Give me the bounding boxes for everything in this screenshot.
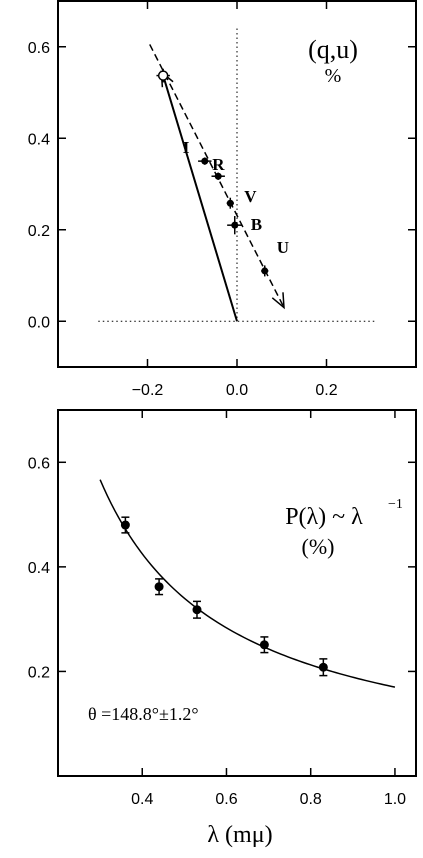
y-tick-label: 0.0 bbox=[28, 314, 50, 331]
band-label-u: U bbox=[277, 238, 289, 257]
qu-annotation-line1: (q,u) bbox=[308, 35, 358, 64]
band-point-u bbox=[261, 267, 269, 275]
x-axis-label: λ (mμ) bbox=[207, 822, 272, 848]
x-tick-label: −0.2 bbox=[132, 382, 164, 399]
fit-curve-line bbox=[99, 479, 396, 688]
x-tick-label: 1.0 bbox=[384, 791, 406, 808]
data-point bbox=[154, 582, 164, 592]
band-point-b bbox=[231, 221, 239, 229]
y-tick-label: 0.4 bbox=[28, 131, 50, 148]
fit-curve bbox=[99, 479, 396, 688]
polarization-annotation-unit: (%) bbox=[302, 534, 335, 559]
qu-annotation-line2: % bbox=[325, 65, 342, 87]
polarization-chart: 0.4 0.6 0.8 1.0 0.2 0.4 0.6 P(λ) ~ λ −1 (%) θ … bbox=[28, 409, 417, 848]
band-point-r bbox=[214, 172, 222, 180]
x-tick-label: 0.2 bbox=[315, 382, 337, 399]
y-tick-label: 0.6 bbox=[28, 40, 50, 57]
x-tick-label: 0.8 bbox=[300, 791, 322, 808]
data-point bbox=[192, 605, 202, 615]
qu-axes: −0.2 0.0 0.2 0.0 0.2 0.4 0.6 bbox=[28, 1, 416, 399]
y-tick-label: 0.6 bbox=[28, 455, 50, 472]
y-tick-label: 0.4 bbox=[28, 560, 50, 577]
reference-lines bbox=[98, 28, 376, 322]
data-point bbox=[318, 662, 328, 672]
band-label-r: R bbox=[212, 155, 225, 174]
polarization-plot-frame bbox=[57, 409, 417, 777]
band-label-v: V bbox=[244, 187, 257, 206]
band-point-v bbox=[226, 199, 234, 207]
x-tick-label: 0.4 bbox=[131, 791, 153, 808]
x-tick-label: 0.0 bbox=[226, 382, 248, 399]
y-tick-label: 0.2 bbox=[28, 223, 50, 240]
band-label-i: I bbox=[183, 138, 190, 157]
data-point bbox=[259, 640, 269, 650]
data-point bbox=[120, 520, 130, 530]
solid-vector-line bbox=[162, 75, 238, 322]
x-tick-label: 0.6 bbox=[215, 791, 237, 808]
polarization-axes: 0.4 0.6 0.8 1.0 0.2 0.4 0.6 bbox=[28, 410, 416, 808]
y-tick-label: 0.2 bbox=[28, 664, 50, 681]
vector-lines bbox=[149, 44, 285, 322]
band-point-i bbox=[201, 157, 209, 165]
polarization-points bbox=[120, 516, 328, 677]
open-point bbox=[157, 70, 169, 81]
band-label-b: B bbox=[251, 215, 262, 234]
polarization-annotation-exponent: −1 bbox=[388, 497, 403, 512]
polarization-angle-label: θ =148.8°±1.2° bbox=[88, 704, 199, 724]
polarization-annotation-main: P(λ) ~ λ bbox=[285, 504, 363, 530]
dashed-arrow-head-end bbox=[271, 292, 285, 310]
